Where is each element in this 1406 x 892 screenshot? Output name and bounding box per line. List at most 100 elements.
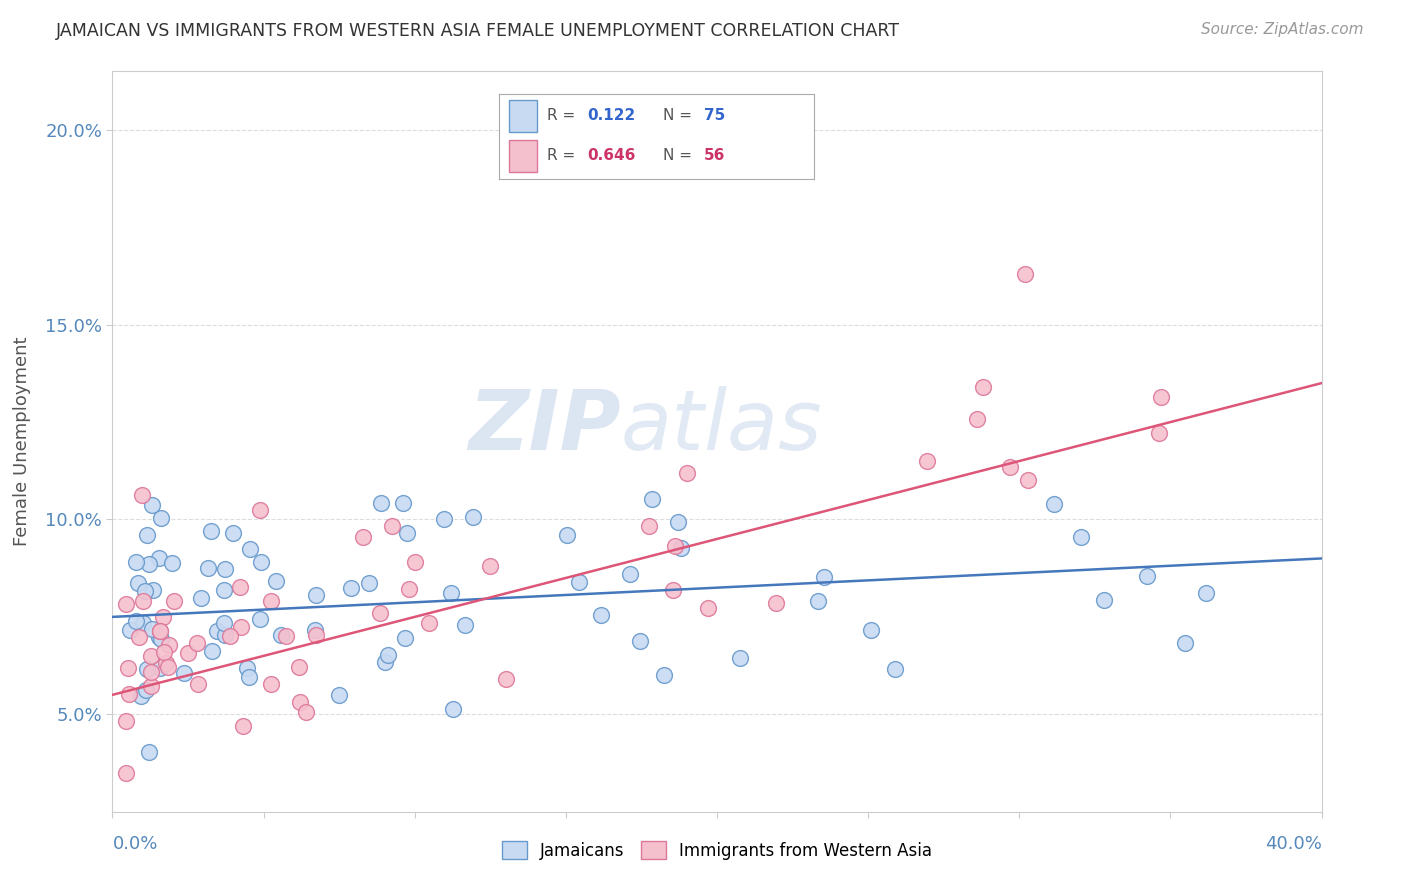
Point — [214, 562, 236, 576]
Point — [214, 615, 236, 630]
Point — [136, 528, 159, 542]
Point — [270, 628, 292, 642]
Point — [728, 651, 751, 665]
Point — [139, 679, 162, 693]
Point — [404, 555, 426, 569]
Point — [138, 557, 160, 571]
Point — [884, 662, 907, 676]
Point — [479, 558, 502, 573]
Point — [260, 677, 283, 691]
Point — [619, 567, 641, 582]
Point — [200, 524, 222, 539]
Point — [163, 594, 186, 608]
Text: 0.0%: 0.0% — [112, 835, 157, 853]
Point — [201, 644, 224, 658]
Point — [915, 454, 938, 468]
Point — [675, 467, 697, 481]
Point — [141, 623, 163, 637]
Point — [392, 496, 415, 510]
Point — [304, 624, 326, 638]
Point — [114, 765, 136, 780]
Point — [186, 636, 208, 650]
Point — [131, 488, 153, 502]
Point — [1070, 530, 1092, 544]
Point — [142, 583, 165, 598]
Point — [249, 612, 271, 626]
Point — [637, 519, 659, 533]
Point — [666, 515, 689, 529]
Point — [1150, 390, 1173, 404]
Point — [114, 597, 136, 611]
Point — [652, 668, 675, 682]
Point — [305, 628, 328, 642]
Point — [377, 648, 399, 662]
Point — [696, 601, 718, 615]
Point — [229, 620, 252, 634]
Point — [352, 530, 374, 544]
Point — [661, 583, 683, 598]
Point — [127, 576, 149, 591]
Point — [232, 719, 254, 733]
Point — [132, 616, 155, 631]
Point — [152, 645, 174, 659]
Text: JAMAICAN VS IMMIGRANTS FROM WESTERN ASIA FEMALE UNEMPLOYMENT CORRELATION CHART: JAMAICAN VS IMMIGRANTS FROM WESTERN ASIA… — [56, 22, 900, 40]
Point — [221, 525, 243, 540]
Point — [150, 632, 173, 647]
Point — [1092, 593, 1115, 607]
Point — [134, 583, 156, 598]
Point — [765, 595, 787, 609]
Point — [129, 689, 152, 703]
Point — [433, 511, 456, 525]
Point — [149, 624, 172, 639]
Point — [628, 634, 651, 648]
Point — [177, 646, 200, 660]
Point — [381, 518, 404, 533]
Point — [264, 574, 287, 589]
Point — [115, 714, 138, 729]
Text: atlas: atlas — [620, 386, 823, 467]
Point — [495, 673, 517, 687]
Point — [128, 631, 150, 645]
Point — [157, 638, 180, 652]
Point — [340, 581, 363, 595]
Point — [120, 623, 142, 637]
Point — [141, 498, 163, 512]
Point — [454, 618, 477, 632]
Point — [124, 555, 146, 569]
Point — [157, 660, 180, 674]
Point — [139, 648, 162, 663]
Y-axis label: Female Unemployment: Female Unemployment — [13, 337, 31, 546]
Point — [249, 555, 271, 569]
Point — [214, 628, 236, 642]
Point — [249, 502, 271, 516]
Point — [274, 629, 297, 643]
Point — [1136, 569, 1159, 583]
Point — [239, 541, 262, 556]
Point — [374, 655, 396, 669]
Point — [1147, 426, 1170, 441]
Point — [205, 624, 228, 638]
Point — [125, 615, 148, 629]
Point — [394, 631, 416, 645]
Point — [135, 662, 157, 676]
Point — [328, 689, 350, 703]
Point — [214, 582, 236, 597]
Point — [236, 661, 259, 675]
Point — [418, 616, 440, 631]
Point — [591, 607, 613, 622]
Point — [669, 541, 692, 555]
Point — [218, 629, 240, 643]
Point — [1043, 497, 1066, 511]
Text: 40.0%: 40.0% — [1265, 835, 1322, 853]
Point — [148, 550, 170, 565]
Point — [141, 665, 163, 679]
Point — [1017, 473, 1039, 487]
Point — [359, 575, 381, 590]
Point — [441, 702, 464, 716]
Point — [395, 526, 418, 541]
Point — [641, 492, 664, 507]
Point — [305, 588, 328, 602]
Point — [370, 496, 392, 510]
Point — [288, 660, 311, 674]
Point — [664, 539, 686, 553]
